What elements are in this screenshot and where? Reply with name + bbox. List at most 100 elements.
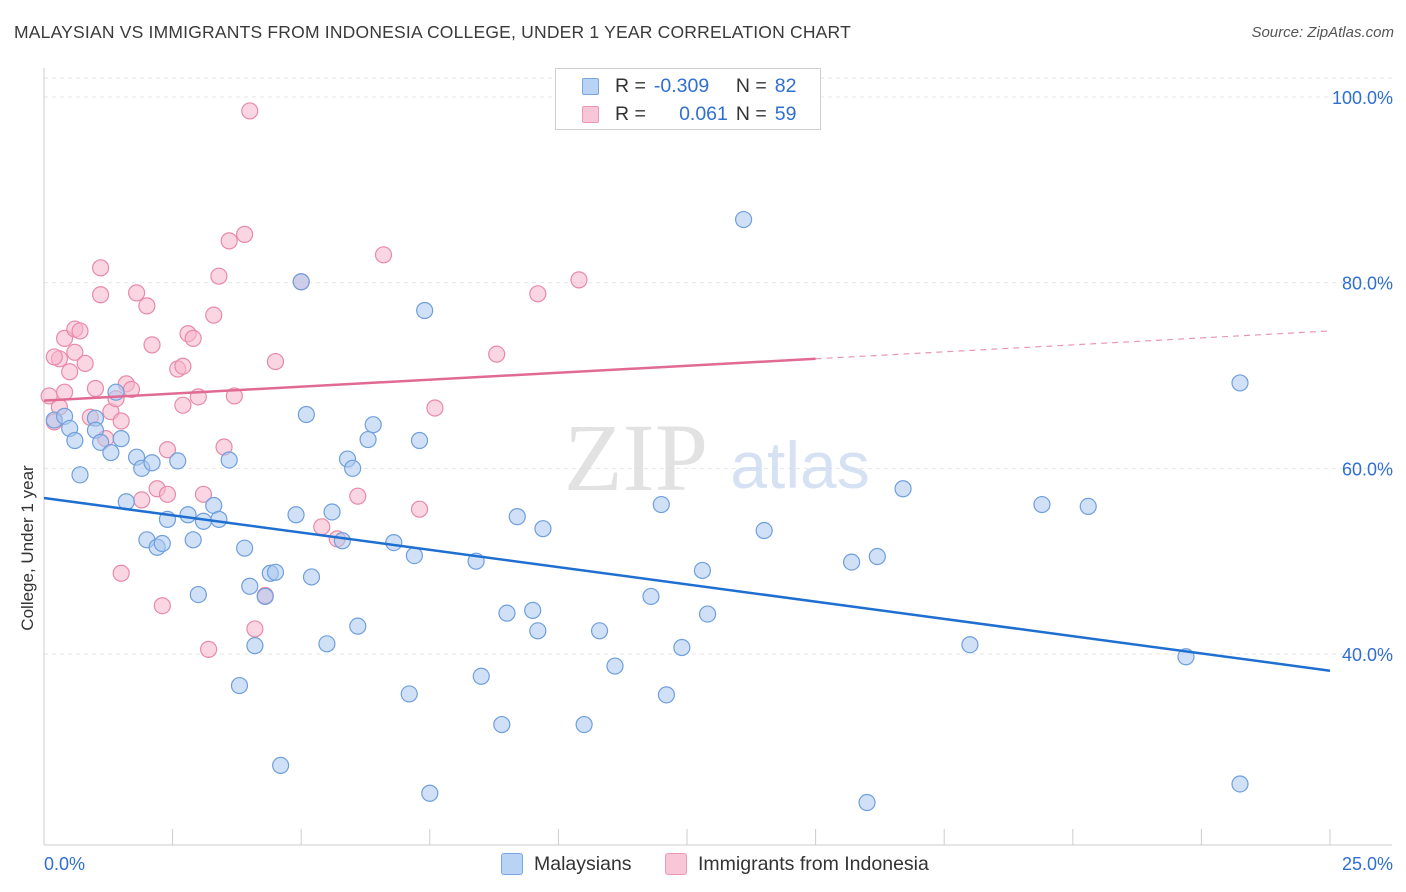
malaysians-point	[112, 430, 130, 448]
malaysians-point	[323, 503, 341, 521]
malaysians-point	[297, 405, 315, 424]
malaysians-point	[524, 601, 542, 619]
immigrants-point	[143, 336, 161, 354]
malaysians-point	[606, 657, 624, 675]
immigrants-point	[246, 620, 264, 638]
n-value: 82	[774, 74, 797, 97]
malaysians-point	[292, 273, 310, 291]
immigrants-swatch	[582, 105, 599, 123]
malaysians-point	[349, 617, 367, 635]
immigrants-legend-label: Immigrants from Indonesia	[698, 852, 929, 875]
x-tick-label-min: 0.0%	[44, 854, 85, 874]
immigrants-point	[174, 357, 192, 375]
immigrants-point	[71, 322, 89, 340]
malaysians-point	[472, 667, 490, 685]
y-tick-label: 100.0%	[1332, 88, 1393, 108]
malaysians-point	[755, 521, 773, 540]
malaysians-point	[230, 676, 249, 695]
watermark-zip: ZIP	[564, 404, 708, 511]
malaysians-point	[410, 431, 429, 450]
immigrants-point	[55, 383, 74, 401]
immigrants-point	[349, 487, 367, 505]
x-tick-label-max: 25.0%	[1342, 854, 1393, 874]
legend-row-malaysians: R = -0.309 N = 82	[582, 74, 796, 98]
immigrants-point	[66, 343, 84, 361]
malaysians-point	[287, 506, 305, 524]
malaysians-point	[385, 533, 403, 552]
malaysians-swatch	[582, 77, 599, 95]
malaysians-trend-line	[43, 496, 1331, 672]
malaysians-point	[1079, 497, 1097, 515]
legend-row-immigrants: R = 0.061 N = 59	[582, 102, 796, 126]
immigrants-point	[236, 225, 254, 243]
immigrants-point	[86, 379, 105, 398]
malaysians-point	[493, 715, 511, 734]
y-tick-label: 60.0%	[1342, 459, 1393, 479]
malaysians-point	[220, 451, 238, 469]
malaysians-point	[894, 480, 912, 498]
n-label: N =	[735, 102, 767, 125]
malaysians-point	[498, 604, 516, 622]
malaysians-point	[272, 756, 290, 775]
immigrants-point	[138, 297, 156, 315]
immigrants-point	[184, 329, 202, 347]
malaysians-points	[45, 210, 1249, 812]
bottom-legend-malaysians: Malaysians	[501, 851, 632, 877]
immigrants-point	[205, 306, 223, 324]
malaysians-point	[534, 520, 552, 538]
immigrants-point	[194, 485, 213, 503]
immigrants-point	[570, 271, 588, 289]
malaysians-point	[416, 301, 434, 320]
immigrants-point	[45, 348, 63, 366]
malaysians-point	[734, 210, 753, 229]
watermark-atlas: atlas	[730, 428, 869, 502]
immigrants-trend-extension	[815, 330, 1331, 360]
trend-lines	[43, 330, 1331, 672]
malaysians-point	[71, 466, 89, 484]
source-label: Source: ZipAtlas.com	[1251, 24, 1394, 41]
immigrants-point	[529, 285, 547, 303]
malaysians-point	[843, 553, 861, 571]
malaysians-point	[66, 431, 84, 450]
y-tick-label: 80.0%	[1342, 274, 1393, 294]
malaysians-point	[333, 532, 351, 550]
tick-labels: 40.0% 60.0% 80.0% 100.0% 0.0% 25.0%	[44, 88, 1393, 874]
malaysians-point	[642, 587, 660, 606]
malaysians-point	[590, 622, 609, 640]
malaysians-point	[241, 577, 259, 595]
r-value: -0.309	[653, 74, 710, 97]
malaysians-point	[189, 585, 207, 604]
malaysians-point	[184, 531, 202, 549]
r-label: R =	[615, 74, 646, 97]
immigrants-point	[76, 354, 94, 373]
malaysians-point	[657, 686, 676, 704]
immigrants-point	[91, 286, 110, 304]
stats-legend: R = -0.309 N = 82 R = 0.061 N = 59	[555, 68, 821, 130]
n-label: N =	[735, 74, 767, 97]
malaysians-point	[508, 508, 526, 526]
malaysians-point	[405, 546, 423, 565]
malaysians-point	[246, 637, 264, 655]
malaysians-point	[256, 587, 274, 606]
immigrants-legend-swatch	[665, 853, 687, 875]
y-axis-label: College, Under 1 year	[18, 465, 37, 631]
immigrants-point	[488, 345, 506, 363]
malaysians-point	[698, 605, 717, 623]
malaysians-point	[1033, 495, 1051, 514]
malaysians-point	[961, 636, 979, 654]
malaysians-point	[153, 534, 171, 553]
malaysians-point	[868, 547, 886, 566]
immigrants-point	[220, 232, 238, 250]
malaysians-point	[652, 495, 670, 514]
malaysians-point	[1231, 775, 1249, 793]
malaysians-point	[421, 784, 439, 802]
immigrants-point	[174, 396, 192, 414]
immigrants-point	[410, 500, 429, 518]
immigrants-point	[153, 597, 171, 615]
watermark: ZIP atlas	[564, 404, 870, 511]
n-value: 59	[774, 102, 797, 125]
immigrants-point	[374, 246, 393, 264]
malaysians-point	[364, 416, 382, 434]
malaysians-point	[91, 433, 110, 451]
